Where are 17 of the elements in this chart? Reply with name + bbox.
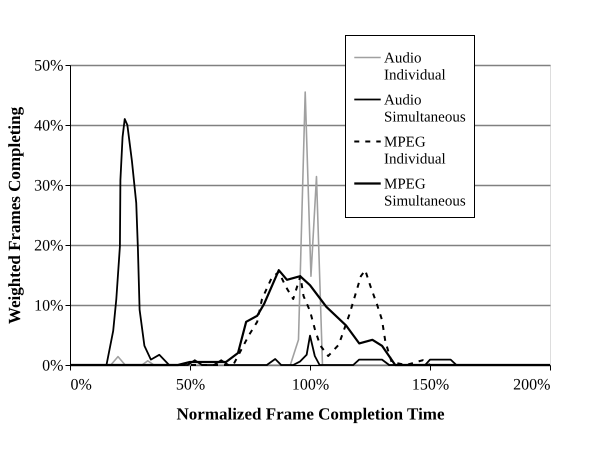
legend-label: MPEG Individual xyxy=(384,134,446,168)
x-axis-title: Normalized Frame Completion Time xyxy=(176,404,445,424)
y-tick-label: 30% xyxy=(34,178,64,194)
y-tick-label: 10% xyxy=(34,298,64,314)
x-tick-label: 50% xyxy=(176,376,206,394)
y-tick-label: 20% xyxy=(34,238,64,254)
y-tick-label: 40% xyxy=(34,118,64,134)
x-tick-label: 100% xyxy=(292,376,330,394)
legend-label: Audio Simultaneous xyxy=(384,92,466,126)
x-tick-label: 200% xyxy=(513,376,550,394)
legend-label: MPEG Simultaneous xyxy=(384,176,466,210)
y-tick-label: 0% xyxy=(42,358,64,374)
x-tick-label: 0% xyxy=(70,376,92,394)
y-tick-label: 50% xyxy=(34,58,64,74)
x-tick-label: 150% xyxy=(412,376,450,394)
y-axis-title: Weighted Frames Completing xyxy=(5,106,24,324)
legend-label: Audio Individual xyxy=(384,50,446,84)
